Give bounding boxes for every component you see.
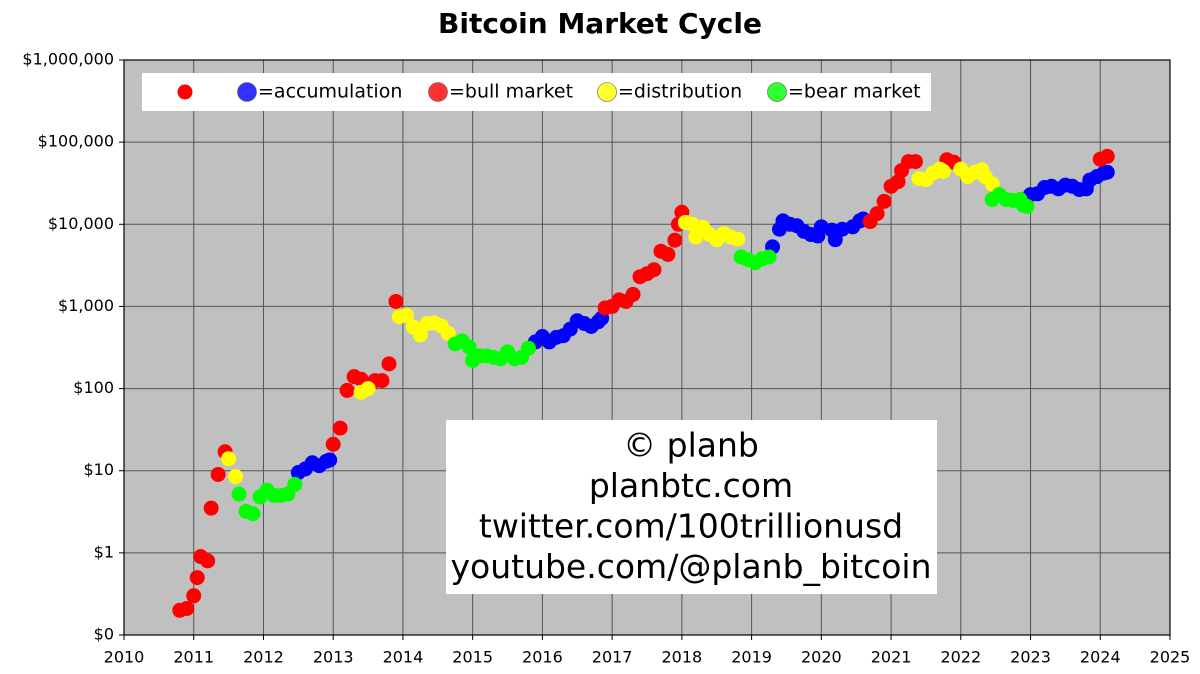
legend-label: =bear market bbox=[788, 81, 921, 103]
point bbox=[984, 176, 1000, 192]
legend-marker bbox=[767, 82, 787, 102]
x-tick-label: 2022 bbox=[940, 648, 981, 667]
point bbox=[231, 486, 247, 502]
point bbox=[179, 601, 195, 617]
x-tick-label: 2010 bbox=[104, 648, 145, 667]
point bbox=[360, 381, 376, 397]
point bbox=[660, 246, 676, 262]
point bbox=[625, 286, 641, 302]
y-tick-label: $1,000 bbox=[58, 296, 114, 315]
y-tick-label: $0 bbox=[94, 625, 114, 644]
y-tick-label: $1 bbox=[94, 542, 114, 561]
point bbox=[646, 262, 662, 278]
point bbox=[388, 293, 404, 309]
point bbox=[189, 570, 205, 586]
x-tick-label: 2014 bbox=[383, 648, 424, 667]
x-tick-label: 2016 bbox=[522, 648, 563, 667]
y-tick-label: $1,000,000 bbox=[22, 50, 114, 69]
x-tick-label: 2015 bbox=[452, 648, 493, 667]
legend-marker bbox=[597, 82, 617, 102]
annotation-line: twitter.com/100trillionusd bbox=[479, 507, 903, 546]
legend-label: =accumulation bbox=[258, 81, 402, 103]
point bbox=[935, 163, 951, 179]
x-tick-label: 2017 bbox=[592, 648, 633, 667]
point bbox=[221, 451, 237, 467]
x-tick-label: 2013 bbox=[313, 648, 354, 667]
legend-box bbox=[142, 73, 931, 111]
y-tick-label: $10 bbox=[83, 460, 114, 479]
point bbox=[210, 466, 226, 482]
x-tick-label: 2018 bbox=[662, 648, 703, 667]
point bbox=[667, 232, 683, 248]
point bbox=[1099, 164, 1115, 180]
legend-label: =distribution bbox=[618, 81, 742, 103]
point bbox=[461, 339, 477, 355]
point bbox=[332, 420, 348, 436]
x-tick-label: 2012 bbox=[243, 648, 284, 667]
legend-label: =bull market bbox=[449, 81, 573, 103]
x-tick-label: 2020 bbox=[801, 648, 842, 667]
annotation-line: planbtc.com bbox=[589, 466, 793, 505]
x-tick-label: 2025 bbox=[1150, 648, 1191, 667]
point bbox=[322, 452, 338, 468]
point bbox=[287, 476, 303, 492]
points bbox=[172, 148, 1115, 618]
y-tick-label: $10,000 bbox=[48, 214, 114, 233]
point bbox=[520, 340, 536, 356]
point bbox=[381, 356, 397, 372]
point bbox=[1019, 198, 1035, 214]
legend-marker bbox=[237, 82, 257, 102]
point bbox=[876, 193, 892, 209]
y-tick-label: $100 bbox=[73, 378, 114, 397]
point bbox=[1099, 148, 1115, 164]
x-tick-label: 2011 bbox=[173, 648, 214, 667]
plot-frame bbox=[123, 59, 1171, 636]
point bbox=[203, 500, 219, 516]
point bbox=[907, 154, 923, 170]
annotation-line: © planb bbox=[623, 426, 759, 465]
point bbox=[730, 231, 746, 247]
chart-title: Bitcoin Market Cycle bbox=[438, 7, 762, 40]
legend-marker bbox=[177, 84, 193, 100]
point bbox=[412, 327, 428, 343]
point bbox=[245, 506, 261, 522]
point bbox=[761, 249, 777, 265]
point bbox=[339, 382, 355, 398]
point bbox=[200, 553, 216, 569]
annotation: © planbplanbtc.comtwitter.com/100trillio… bbox=[446, 420, 937, 594]
point bbox=[325, 436, 341, 452]
annotation-line: youtube.com/@planb_bitcoin bbox=[451, 547, 932, 586]
legend: =accumulation =bull market =distribution =b… bbox=[142, 73, 931, 111]
legend-marker bbox=[428, 82, 448, 102]
point bbox=[186, 588, 202, 604]
point bbox=[228, 469, 244, 485]
point bbox=[398, 307, 414, 323]
x-tick-label: 2023 bbox=[1010, 648, 1051, 667]
y-tick-label: $100,000 bbox=[38, 132, 114, 151]
x-tick-label: 2021 bbox=[871, 648, 912, 667]
point bbox=[869, 206, 885, 222]
point bbox=[374, 373, 390, 389]
x-tick-label: 2024 bbox=[1080, 648, 1121, 667]
x-tick-label: 2019 bbox=[731, 648, 772, 667]
annotation-box bbox=[446, 420, 937, 594]
